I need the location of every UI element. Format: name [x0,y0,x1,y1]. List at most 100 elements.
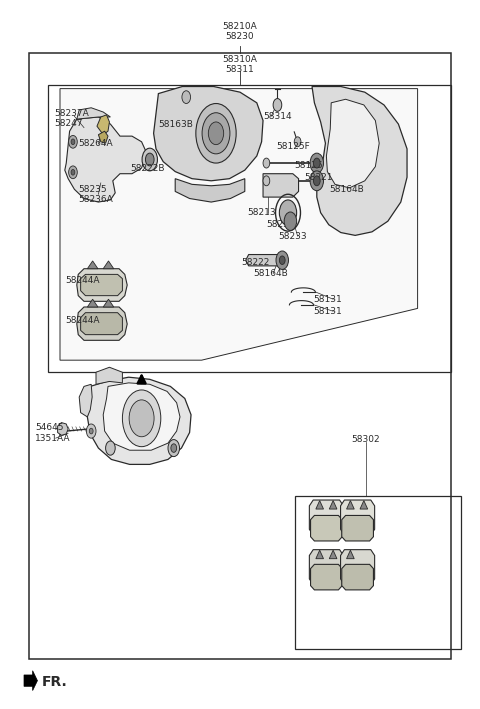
Bar [295,496,461,649]
Text: 58125F: 58125F [276,143,310,151]
Text: 58237A: 58237A [54,109,89,118]
Polygon shape [103,261,114,269]
Polygon shape [329,550,337,559]
Text: 58233: 58233 [278,232,307,240]
Text: 58213: 58213 [248,208,276,217]
Circle shape [310,171,324,191]
Text: 58235: 58235 [78,185,107,194]
Polygon shape [60,89,418,360]
Circle shape [71,139,75,145]
Polygon shape [312,86,407,235]
Circle shape [208,122,224,145]
Polygon shape [87,377,191,464]
Text: 58244A: 58244A [65,277,100,285]
Polygon shape [24,671,37,691]
Circle shape [171,444,177,452]
Polygon shape [310,500,344,535]
Circle shape [263,176,270,186]
Circle shape [273,99,282,111]
Polygon shape [79,384,92,417]
Polygon shape [97,115,109,135]
Polygon shape [81,274,122,296]
Polygon shape [87,299,98,307]
Text: 58163B: 58163B [158,121,193,129]
Polygon shape [175,179,245,202]
Polygon shape [342,515,373,541]
Circle shape [284,212,297,230]
Polygon shape [263,174,299,197]
Polygon shape [329,501,337,509]
Polygon shape [341,500,374,535]
Text: 58247: 58247 [54,119,83,128]
Circle shape [142,148,157,171]
Text: 58236A: 58236A [78,196,113,204]
Polygon shape [360,501,368,509]
Text: FR.: FR. [42,675,68,689]
Bar [48,85,451,372]
Circle shape [263,158,270,168]
Circle shape [129,400,154,437]
Polygon shape [310,549,344,585]
Circle shape [310,153,324,173]
Circle shape [279,256,285,264]
Polygon shape [58,423,68,435]
Polygon shape [98,131,108,143]
Circle shape [69,135,77,148]
Circle shape [86,424,96,438]
Circle shape [202,113,230,154]
Polygon shape [65,117,146,202]
Text: 58264A: 58264A [78,140,113,148]
Text: 58221: 58221 [304,174,333,182]
Polygon shape [77,108,110,119]
Circle shape [106,441,115,455]
Text: 58131: 58131 [313,307,342,316]
Circle shape [89,428,93,434]
Circle shape [145,153,154,166]
Circle shape [279,200,297,225]
Bar [29,53,451,659]
Polygon shape [311,515,342,541]
Polygon shape [316,550,324,559]
Polygon shape [347,550,354,559]
Polygon shape [316,501,324,509]
Polygon shape [311,564,342,590]
Text: 58125: 58125 [295,162,324,170]
Text: 58311: 58311 [226,65,254,74]
Polygon shape [103,383,180,450]
Polygon shape [342,564,373,590]
Text: 54645: 54645 [35,423,63,432]
Text: 58230: 58230 [226,33,254,41]
Polygon shape [77,269,127,301]
Text: 58314: 58314 [263,112,292,121]
Text: 58232: 58232 [266,220,294,228]
Polygon shape [347,501,354,509]
Circle shape [313,176,320,186]
Polygon shape [246,255,282,266]
Polygon shape [341,549,374,585]
Text: 58302: 58302 [351,435,380,444]
Text: 58222: 58222 [241,258,269,267]
Text: 58164B: 58164B [329,185,363,194]
Circle shape [276,251,288,269]
Circle shape [313,158,320,168]
Text: 58222B: 58222B [130,164,165,173]
Circle shape [196,104,236,163]
Circle shape [168,440,180,457]
Polygon shape [326,99,379,188]
Circle shape [182,91,191,104]
Text: 1351AA: 1351AA [35,434,71,442]
Circle shape [69,166,77,179]
Polygon shape [77,307,127,340]
Text: 58210A: 58210A [223,22,257,30]
Circle shape [294,137,301,147]
Polygon shape [103,299,114,307]
Polygon shape [154,86,263,181]
Circle shape [71,169,75,175]
Text: 58131: 58131 [313,295,342,303]
Circle shape [122,390,161,447]
Text: 58310A: 58310A [223,55,257,64]
Polygon shape [81,313,122,335]
Polygon shape [87,261,98,269]
Text: 58164B: 58164B [253,269,288,278]
Text: 58244A: 58244A [65,316,100,325]
